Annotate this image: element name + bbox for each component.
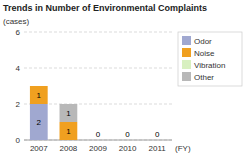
grid-line (24, 68, 172, 69)
bar-segment (119, 140, 137, 141)
bars (30, 86, 77, 140)
bar-segment (30, 86, 48, 87)
legend-entry: Odor (194, 37, 212, 46)
legend-box (178, 32, 242, 86)
data-label: 0 (125, 130, 130, 139)
legend-swatch (182, 36, 191, 45)
bar-segment (60, 104, 78, 122)
y-tick-label: 6 (16, 28, 21, 37)
bar-segment (30, 104, 48, 140)
bar-segment (148, 140, 166, 141)
data-labels: 2 1 1 1 0 0 0 (37, 91, 160, 139)
bar-segment (119, 140, 137, 141)
grid-line (24, 32, 172, 33)
bar-segment (119, 140, 137, 141)
x-tick-label: 2009 (89, 144, 107, 153)
bar-segment (148, 140, 166, 141)
bar-segment (148, 140, 166, 141)
legend-swatch (182, 60, 191, 69)
title: Trends in Number of Environmental Compla… (3, 3, 207, 13)
legend-entry: Other (194, 73, 214, 82)
bar-segment (89, 140, 107, 141)
data-label: 1 (37, 91, 42, 100)
bar-segment (119, 140, 137, 141)
bar-segment (89, 140, 107, 141)
grid (24, 32, 172, 140)
data-label: 0 (96, 130, 101, 139)
legend-entry: Noise (194, 49, 215, 58)
legend-entry: Vibration (194, 61, 225, 70)
y-tick-label: 0 (16, 136, 21, 145)
y-axis-label: (cases) (3, 17, 30, 26)
y-tick-label: 2 (16, 100, 21, 109)
data-label: 0 (155, 130, 160, 139)
legend-swatch (182, 72, 191, 81)
chart: Trends in Number of Environmental Compla… (0, 0, 246, 166)
bar-segment (89, 140, 107, 141)
x-axis-label: (FY) (175, 144, 191, 153)
y-tick-label: 4 (16, 64, 21, 73)
data-label: 1 (66, 127, 71, 136)
bar-segment (148, 140, 166, 141)
legend-swatch (182, 48, 191, 57)
bar-segment (30, 86, 48, 104)
x-tick-label: 2011 (149, 144, 167, 153)
x-tick-label: 2010 (119, 144, 137, 153)
data-label: 2 (37, 118, 42, 127)
bar-segment (89, 140, 107, 141)
x-tick-label: 2008 (60, 144, 78, 153)
x-tick-label: 2007 (30, 144, 48, 153)
legend: Odor Noise Vibration Other (178, 32, 242, 86)
bar-segment (60, 122, 78, 140)
data-label: 1 (66, 109, 71, 118)
bar-segment (30, 86, 48, 87)
